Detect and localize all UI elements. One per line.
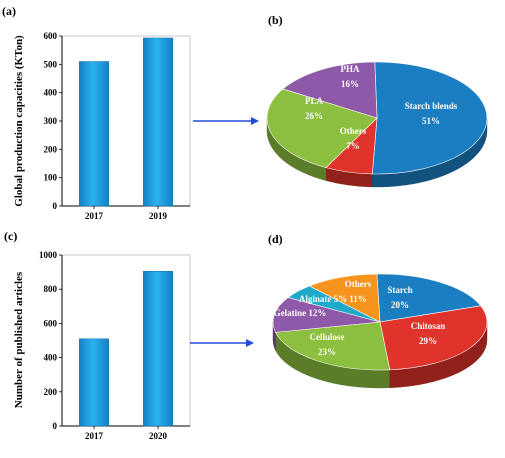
pie-value-d: 29% (419, 336, 437, 346)
pie-label-b: Others (340, 126, 367, 136)
pie-chart-b: Starch blends 51% Others 7% PLA 26% PHA 16% (266, 61, 488, 188)
y-tick-label-a: 400 (44, 88, 58, 98)
arrow-c-to-d (190, 339, 254, 347)
pie-label-b: PHA (341, 64, 360, 74)
y-tick-label-a: 100 (44, 173, 58, 183)
pie-value-d: 23% (318, 347, 336, 357)
arrow-a-to-b (193, 117, 259, 125)
pie-slice-d (272, 297, 381, 333)
pie-slice-d (308, 273, 381, 323)
pie-value-b: 7% (346, 141, 360, 151)
y-tick-label-c: 800 (44, 284, 58, 294)
pie-chart-d: Starch 20% Chitosan 29% Cellulose 23% Gelatine… (272, 273, 488, 389)
pie-label-d: Starch (387, 285, 412, 295)
pie-label-d: Alginate 5% (299, 294, 347, 304)
y-tick-label-a: 0 (53, 201, 58, 211)
bar-a-2017 (79, 61, 109, 207)
x-tick-label-c: 2020 (149, 431, 168, 441)
bar-chart-a: 0 100 200 300 400 500 600 2017 2019 (44, 31, 191, 221)
x-tick-label-a: 2019 (149, 211, 168, 221)
ylabel-c: Number of published articles (13, 271, 25, 408)
bar-c-2017 (79, 338, 109, 427)
y-tick-label-a: 600 (44, 31, 58, 41)
y-tick-label-a: 500 (44, 59, 58, 69)
panel-label-a: (a) (2, 4, 16, 18)
y-tick-label-c: 0 (53, 421, 58, 431)
pie-slice-d (275, 321, 391, 371)
y-tick-label-c: 400 (44, 353, 58, 363)
ylabel-a: Global production capacities (KTon) (13, 35, 25, 207)
panel-label-c: (c) (4, 229, 17, 243)
pie-slice-b (282, 61, 378, 119)
pie-label-d: Chitosan (411, 321, 446, 331)
x-tick-label-a: 2017 (85, 211, 104, 221)
pie-slice-b (371, 61, 488, 175)
y-tick-label-c: 600 (44, 318, 58, 328)
pie-value-b: 16% (341, 79, 359, 89)
pie-label-d: Others (345, 279, 372, 289)
bar-c-2020 (143, 270, 173, 427)
panel-label-d: (d) (268, 232, 283, 246)
pie-label-b: PLA (305, 96, 324, 106)
bar-a-2019 (143, 37, 173, 207)
pie-value-b: 51% (422, 116, 440, 126)
pie-slice-b (266, 88, 378, 168)
y-tick-label-a: 300 (44, 116, 58, 126)
pie-slice-d (379, 305, 488, 371)
pie-label-d: Gelatine 12% (274, 308, 327, 318)
bar-chart-c: 0 200 400 600 800 1000 2017 2020 (39, 250, 191, 441)
pie-value-b: 26% (305, 111, 323, 121)
y-tick-label-c: 1000 (39, 250, 58, 260)
panel-label-b: (b) (268, 13, 283, 27)
pie-label-d: Cellulose (310, 332, 345, 342)
pie-label-b: Starch blends (405, 101, 458, 111)
y-tick-label-c: 200 (44, 387, 58, 397)
y-tick-label-a: 200 (44, 144, 58, 154)
pie-value-d: 11% (349, 294, 367, 304)
x-tick-label-c: 2017 (85, 431, 104, 441)
pie-value-d: 20% (391, 300, 409, 310)
